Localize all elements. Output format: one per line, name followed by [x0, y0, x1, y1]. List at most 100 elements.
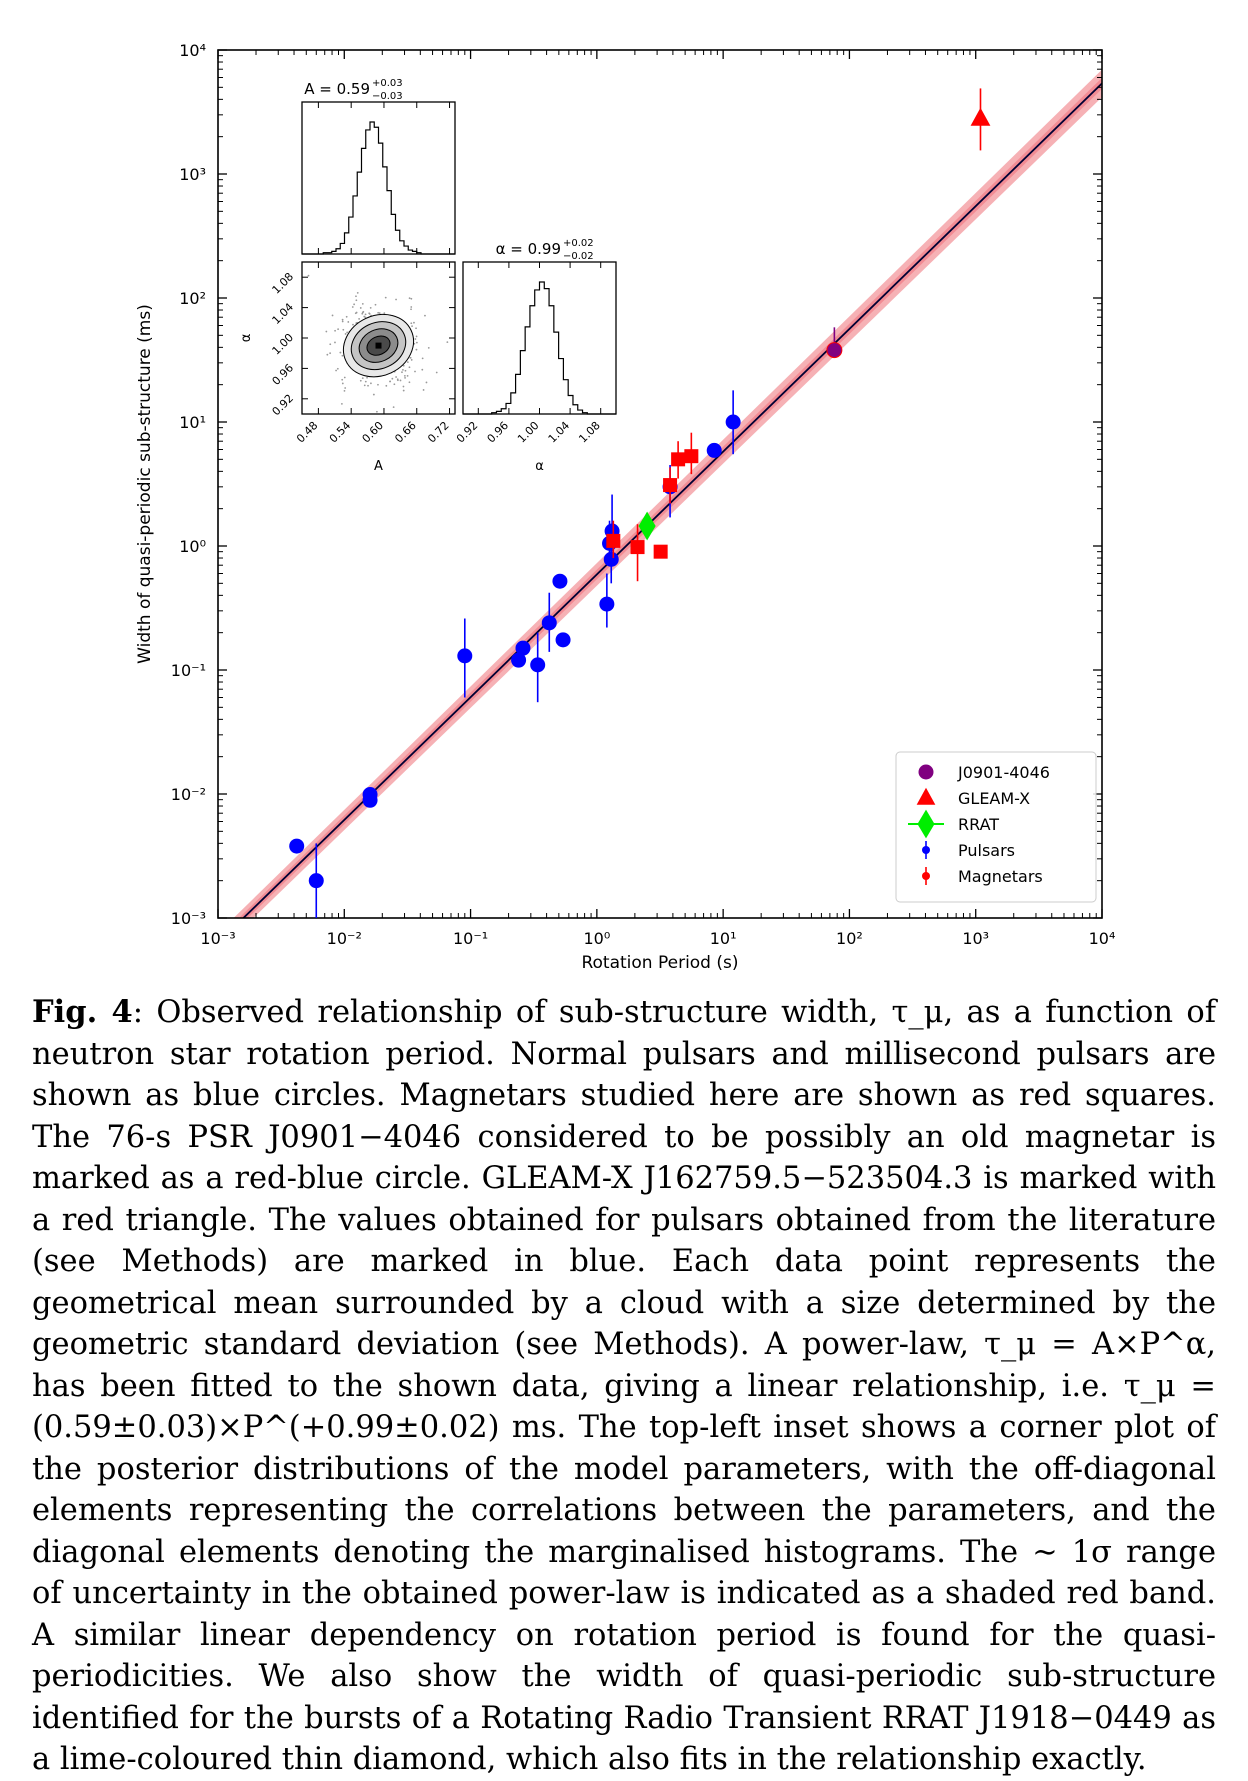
- y-axis-label: Width of quasi-periodic sub-structure (m…: [135, 304, 155, 664]
- inset-A-histogram: [302, 121, 455, 255]
- x-tick-label: 10⁻³: [200, 929, 235, 948]
- inset-sample-point: [340, 402, 343, 405]
- inset-sample-point: [334, 341, 336, 344]
- inset-alpha-x-tick-label: 1.00: [515, 419, 542, 446]
- magnetars-point: [606, 533, 621, 548]
- inset-sample-point: [410, 306, 413, 308]
- pulsars-point: [530, 657, 546, 673]
- inset-sample-point: [410, 308, 412, 311]
- inset-sample-point: [343, 376, 346, 379]
- inset-2d-x-label: A: [374, 459, 383, 474]
- inset-sample-point: [425, 381, 428, 384]
- inset-alpha-x-tick-label: 1.04: [546, 419, 573, 446]
- inset-sample-point: [421, 357, 424, 360]
- inset-sample-point: [410, 297, 413, 300]
- inset-sample-point: [329, 343, 332, 346]
- inset-corner-plot: A = 0.59 +0.03−0.030.48 0.54 0.60 0.66 0.720.…: [239, 78, 617, 474]
- legend: J0901-4046 GLEAM-X RRAT Pulsars Magnetars: [895, 751, 1097, 903]
- magnetars-point: [653, 544, 668, 559]
- inset-sample-point: [363, 384, 366, 387]
- x-axis-label: Rotation Period (s): [581, 953, 738, 973]
- y-tick-label: 10⁻³: [171, 909, 206, 928]
- legend-gleam-x-label: GLEAM-X: [958, 789, 1030, 808]
- inset-alpha-title: α = 0.99: [496, 240, 561, 258]
- magnetars-point: [671, 452, 686, 467]
- inset-sample-point: [337, 328, 340, 331]
- pulsars-point: [308, 873, 324, 889]
- inset-sample-point: [403, 374, 406, 377]
- inset-sample-point: [355, 299, 358, 302]
- inset-sample-point: [361, 302, 364, 305]
- inset-A-title-sup: +0.03: [372, 78, 403, 89]
- x-tick-label: 10²: [836, 929, 863, 948]
- y-tick-label: 10⁻¹: [171, 661, 206, 680]
- inset-sample-point: [377, 311, 380, 314]
- inset-sample-point: [367, 384, 369, 387]
- y-tick-label: 10²: [179, 289, 206, 308]
- inset-alpha-x-label: α: [535, 459, 544, 474]
- inset-sample-point: [339, 351, 342, 354]
- inset-sample-point: [355, 295, 357, 298]
- inset-sample-point: [347, 321, 350, 323]
- inset-2d-y-tick-label: 0.96: [270, 361, 297, 388]
- inset-sample-point: [307, 274, 310, 277]
- y-tick-label: 10¹: [179, 413, 206, 432]
- inset-sample-point: [336, 367, 339, 370]
- inset-sample-point: [408, 366, 411, 369]
- inset-sample-point: [414, 370, 416, 373]
- pulsars-point: [599, 596, 615, 612]
- inset-sample-point: [352, 323, 354, 326]
- magnetars-point: [663, 478, 678, 493]
- inset-2d-y-label: α: [239, 334, 254, 343]
- pulsars-point: [289, 838, 305, 854]
- legend-j0901-4046-marker: [918, 764, 934, 780]
- inset-sample-point: [395, 298, 397, 301]
- inset-sample-point: [422, 389, 425, 391]
- inset-sample-point: [334, 329, 336, 332]
- inset-sample-point: [356, 292, 359, 294]
- legend-rrat-label: RRAT: [958, 815, 999, 834]
- inset-sample-point: [366, 376, 368, 379]
- caption-fig-label: Fig. 4: [32, 994, 133, 1030]
- inset-sample-point: [345, 315, 348, 318]
- inset-sample-point: [395, 376, 397, 378]
- inset-sample-point: [384, 296, 387, 299]
- inset-sample-point: [427, 346, 430, 349]
- inset-2d-x-tick-label: 0.60: [360, 419, 387, 446]
- pulsars-point: [555, 632, 571, 648]
- inset-sample-point: [399, 379, 402, 382]
- scatter-chart: 10⁻³10⁻³ 10⁻² 10⁻² 10⁻¹ 10⁻¹ 10⁰ 10⁰ 10¹ 10¹ 10² 1…: [135, 41, 1115, 973]
- inset-sample-point: [363, 315, 366, 318]
- inset-sample-point: [415, 348, 418, 351]
- inset-sample-point: [374, 303, 377, 306]
- legend-magnetars-marker: [922, 872, 930, 880]
- inset-sample-point: [364, 313, 367, 316]
- inset-sample-point: [409, 356, 412, 359]
- inset-sample-point: [385, 384, 388, 387]
- inset-sample-point: [344, 387, 347, 389]
- legend-box: [895, 751, 1097, 903]
- inset-sample-point: [377, 383, 379, 386]
- inset-2d-x-tick-label: 0.48: [294, 419, 321, 446]
- inset-sample-point: [344, 333, 347, 335]
- inset-2d-y-tick-label: 1.00: [270, 331, 297, 358]
- inset-sample-point: [424, 314, 426, 317]
- pulsars-point: [541, 615, 557, 631]
- inset-sample-point: [325, 330, 328, 333]
- inset-alpha-histogram: [463, 281, 616, 415]
- y-tick-label: 10⁻²: [171, 785, 206, 804]
- x-tick-label: 10¹: [710, 929, 737, 948]
- inset-sample-point: [326, 353, 329, 356]
- inset-sample-point: [414, 338, 417, 340]
- inset-2d-y-tick-label: 0.92: [270, 392, 297, 419]
- j0901-4046-point: [826, 342, 843, 359]
- y-tick-label: 10⁴: [179, 41, 206, 60]
- inset-sample-point: [341, 318, 344, 321]
- inset-sample-point: [341, 320, 344, 323]
- inset-sample-point: [435, 371, 438, 374]
- inset-2d-y-tick-label: 1.04: [270, 301, 297, 328]
- pulsars-point: [552, 573, 568, 589]
- inset-sample-point: [359, 307, 362, 309]
- inset-sample-point: [406, 374, 409, 377]
- x-tick-label: 10³: [962, 929, 989, 948]
